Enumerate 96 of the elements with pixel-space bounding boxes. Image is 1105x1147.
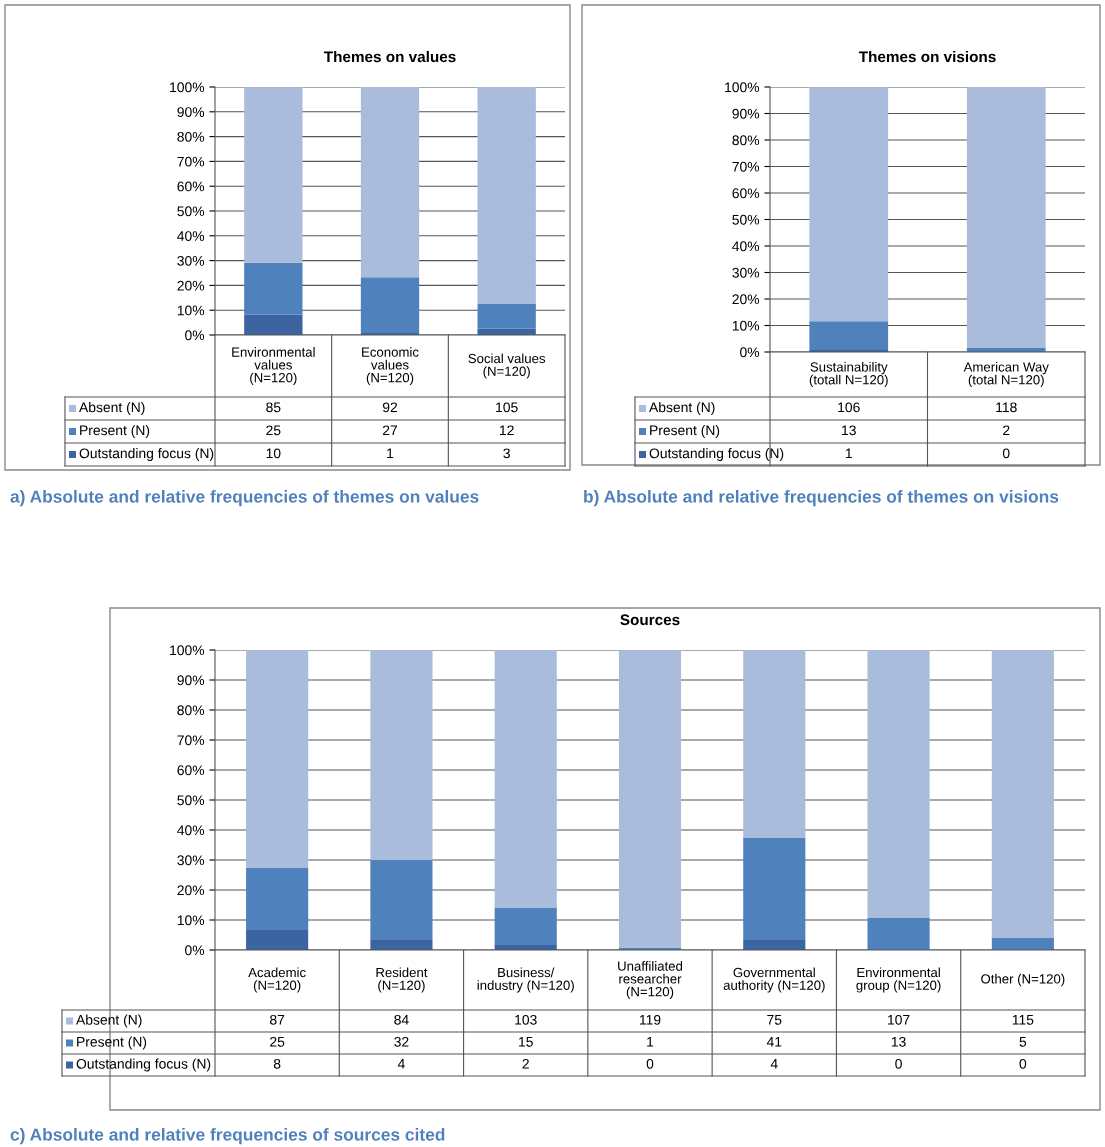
x-tick-label: Business/ industry (N=120): [477, 967, 574, 993]
text: 13: [891, 1036, 906, 1047]
x-tick-label: Environmental group (N=120): [856, 967, 941, 993]
text: 8: [273, 1058, 281, 1069]
legend-label: Present (N): [77, 1036, 147, 1050]
legend-label: Outstanding focus (N): [79, 448, 214, 461]
y-tick-label: 80%: [177, 131, 205, 142]
y-tick-label: 100%: [725, 82, 760, 93]
text: 107: [888, 1014, 910, 1025]
text: 75: [767, 1015, 782, 1025]
y-tick-label: 70%: [177, 735, 205, 746]
text: 3: [503, 448, 510, 459]
text: 0: [1002, 448, 1010, 459]
y-tick-label: 80%: [732, 135, 760, 146]
x-tick-label: Governmental authority (N=120): [723, 967, 825, 993]
text: 1: [387, 448, 394, 459]
text: 5: [1019, 1037, 1027, 1047]
legend-label: Absent (N): [79, 402, 145, 415]
y-tick-label: 30%: [177, 255, 205, 266]
text: 0: [895, 1058, 902, 1069]
x-tick-label: Unaffiliated researcher (N=120): [618, 961, 683, 999]
chart-title: Themes on visions: [858, 50, 996, 63]
text: c) Absolute and relative frequencies of sources cited: [10, 1128, 445, 1145]
text: b) Absolute and relative frequencies of themes on visions: [584, 490, 1059, 507]
legend-label: Present (N): [650, 425, 720, 438]
text: 12: [500, 425, 514, 436]
y-tick-label: 30%: [732, 267, 760, 278]
legend-label: Absent (N): [649, 402, 715, 415]
y-tick-label: 0%: [185, 330, 205, 341]
text: 105: [496, 402, 518, 413]
y-tick-label: 60%: [177, 765, 205, 776]
text: 92: [382, 402, 398, 413]
text: 2: [1003, 425, 1010, 436]
x-tick-label: American Way (total N=120): [963, 361, 1049, 388]
y-tick-label: 90%: [177, 675, 205, 686]
text: 118: [996, 402, 1017, 413]
text: 41: [766, 1037, 782, 1047]
chart-title: Sources: [620, 614, 680, 626]
y-tick-label: 100%: [170, 82, 205, 93]
text: 2: [522, 1058, 529, 1069]
legend-label: Absent (N): [76, 1014, 142, 1028]
text: 25: [270, 1036, 285, 1047]
y-tick-label: 90%: [732, 108, 760, 119]
text: a) Absolute and relative frequencies of themes on values: [10, 490, 479, 507]
text: 27: [382, 425, 398, 436]
text: 1: [647, 1037, 654, 1047]
text: 10: [266, 448, 281, 459]
text: 4: [397, 1059, 405, 1069]
y-tick-label: 30%: [177, 855, 205, 866]
y-tick-label: 60%: [732, 188, 760, 199]
text: 85: [266, 402, 281, 413]
text: 115: [1012, 1015, 1034, 1025]
text: 103: [515, 1014, 537, 1025]
y-tick-label: 90%: [177, 107, 205, 117]
y-tick-label: 10%: [177, 915, 205, 926]
y-tick-label: 60%: [177, 181, 205, 192]
legend-label: Present (N): [80, 425, 150, 438]
text: 25: [266, 425, 281, 436]
x-tick-label: Academic (N=120): [248, 967, 306, 993]
y-tick-label: 50%: [177, 795, 205, 806]
x-tick-label: Economic values (N=120): [362, 347, 419, 385]
x-tick-label: Other (N=120): [981, 973, 1065, 987]
y-tick-label: 100%: [170, 645, 205, 656]
x-tick-label: Sustainability (totall N=120): [809, 361, 888, 388]
text: 84: [394, 1014, 409, 1025]
y-tick-label: 10%: [732, 320, 760, 331]
text: 4: [770, 1059, 778, 1069]
y-tick-label: 10%: [177, 305, 205, 316]
text: 13: [842, 425, 856, 436]
y-tick-label: 40%: [732, 241, 760, 252]
y-tick-label: 40%: [177, 231, 205, 241]
text: 0: [646, 1058, 654, 1069]
y-tick-label: 0%: [185, 945, 205, 956]
text: 1: [845, 448, 852, 459]
y-tick-label: 50%: [732, 214, 760, 225]
y-tick-label: 70%: [177, 156, 205, 167]
legend-label: Outstanding focus (N): [76, 1058, 211, 1072]
x-tick-label: Social values (N=120): [468, 353, 546, 379]
y-tick-label: 40%: [177, 825, 205, 836]
y-tick-label: 80%: [177, 705, 205, 716]
text: 0: [1019, 1058, 1027, 1069]
text: 32: [394, 1036, 409, 1047]
text: 119: [639, 1014, 661, 1025]
chart-title: Themes on values: [323, 50, 456, 63]
y-tick-label: 20%: [177, 280, 205, 291]
y-tick-label: 50%: [177, 206, 205, 217]
text: 15: [519, 1037, 533, 1047]
x-tick-label: Environmental values (N=120): [232, 347, 315, 385]
text: 106: [838, 402, 860, 413]
y-tick-label: 20%: [177, 885, 205, 896]
y-tick-label: 70%: [732, 161, 760, 172]
y-tick-label: 20%: [732, 294, 760, 305]
text: 87: [270, 1014, 285, 1025]
x-tick-label: Resident (N=120): [376, 967, 428, 993]
legend-label: Outstanding focus (N): [649, 448, 784, 461]
y-tick-label: 0%: [740, 347, 760, 358]
